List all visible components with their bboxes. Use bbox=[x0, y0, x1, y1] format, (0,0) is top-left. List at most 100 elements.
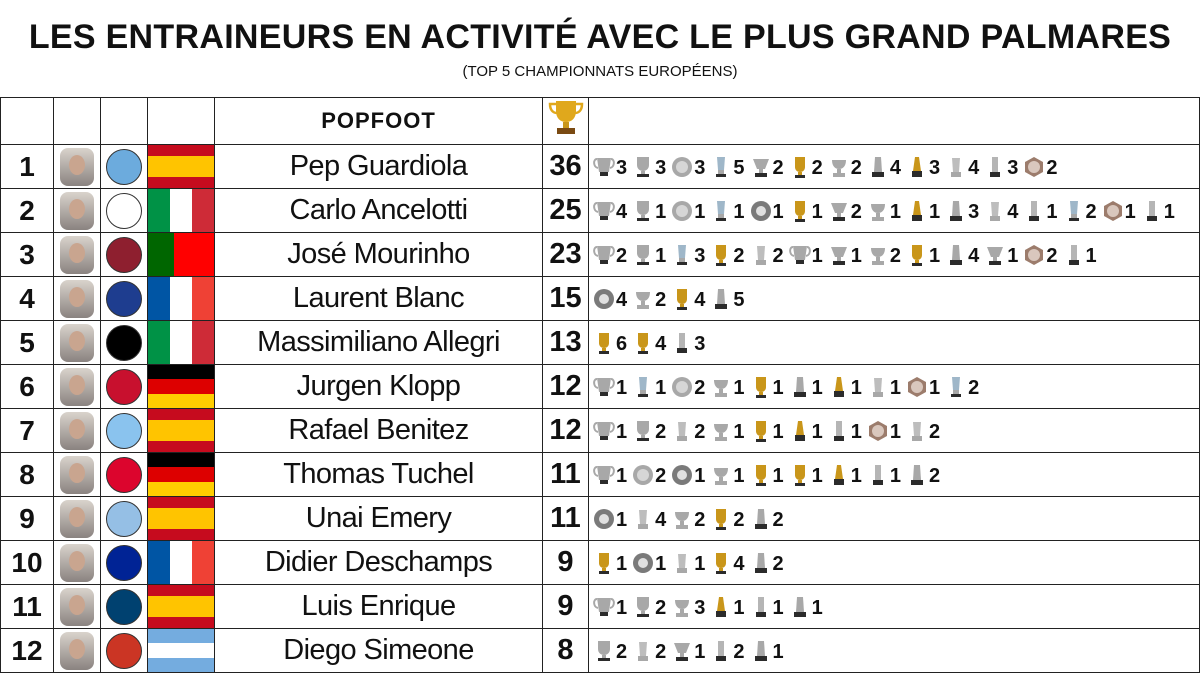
coach-avatar bbox=[60, 411, 94, 450]
trophy-sup-icon bbox=[863, 156, 890, 179]
trophy-silver-icon bbox=[706, 423, 733, 443]
country-flag bbox=[147, 584, 215, 629]
trophy-count: 1 bbox=[655, 552, 667, 575]
trophy-count: 1 bbox=[811, 244, 823, 267]
trophy-count: 1 bbox=[889, 200, 901, 223]
trophy-count: 1 bbox=[733, 596, 745, 619]
trophy-count: 3 bbox=[616, 156, 628, 179]
trophy-sup-icon bbox=[746, 640, 773, 663]
trophy-count: 1 bbox=[811, 376, 823, 399]
coach-avatar bbox=[60, 631, 94, 670]
trophy-sup-icon bbox=[941, 244, 968, 267]
trophy-count: 4 bbox=[733, 552, 745, 575]
trophy-count: 2 bbox=[733, 508, 745, 531]
trophy-count: 5 bbox=[733, 156, 745, 179]
trophy-count: 1 bbox=[772, 464, 784, 487]
trophy-count: 1 bbox=[929, 200, 941, 223]
trophy-gold-icon bbox=[706, 508, 733, 531]
trophy-count: 2 bbox=[772, 244, 784, 267]
coach-photo bbox=[53, 188, 101, 233]
trophy-count: 2 bbox=[733, 244, 745, 267]
trophy-count: 4 bbox=[616, 200, 628, 223]
trophy-bowl-icon bbox=[1019, 156, 1046, 179]
trophy-cl-icon bbox=[785, 245, 812, 267]
trophy-sup3-icon bbox=[863, 464, 890, 487]
trophy-sup-icon bbox=[785, 596, 812, 619]
trophy-total: 15 bbox=[542, 276, 589, 321]
trophy-plate-icon bbox=[667, 156, 694, 179]
coach-avatar bbox=[60, 191, 94, 230]
club-crest bbox=[100, 232, 148, 277]
trophy-count: 1 bbox=[850, 376, 862, 399]
club-crest bbox=[100, 144, 148, 189]
trophy-header-icon bbox=[542, 97, 589, 145]
trophy-sup-icon bbox=[902, 464, 929, 487]
trophy-count: 1 bbox=[811, 464, 823, 487]
trophy-gold-icon bbox=[785, 464, 812, 487]
trophy-gold-icon bbox=[590, 552, 617, 575]
trophy-silver-icon bbox=[667, 511, 694, 531]
trophy-sup3-icon bbox=[980, 156, 1007, 179]
trophy-total: 9 bbox=[542, 584, 589, 629]
trophy-cl-icon bbox=[590, 157, 617, 179]
coach-avatar bbox=[60, 147, 94, 186]
rank-cell: 4 bbox=[0, 276, 54, 321]
trophy-pl-icon bbox=[1059, 200, 1086, 223]
rank-cell: 7 bbox=[0, 408, 54, 453]
coach-photo bbox=[53, 364, 101, 409]
palmares-cell: 1 1 1 4 2 bbox=[588, 540, 1200, 585]
trophy-total: 12 bbox=[542, 364, 589, 409]
trophy-count: 3 bbox=[694, 332, 706, 355]
trophy-bowl-icon bbox=[863, 420, 890, 443]
club-crest-icon bbox=[106, 588, 142, 625]
coach-photo bbox=[53, 232, 101, 277]
trophy-sup2-icon bbox=[746, 245, 773, 267]
club-crest bbox=[100, 452, 148, 497]
club-crest bbox=[100, 188, 148, 233]
trophy-count: 2 bbox=[694, 508, 706, 531]
coach-photo bbox=[53, 584, 101, 629]
popfoot-logo: POPFOOT bbox=[214, 97, 543, 145]
coach-photo bbox=[53, 452, 101, 497]
trophy-count: 4 bbox=[889, 156, 901, 179]
trophy-count: 1 bbox=[811, 596, 823, 619]
rank-cell: 8 bbox=[0, 452, 54, 497]
country-flag bbox=[147, 188, 215, 233]
club-crest bbox=[100, 584, 148, 629]
trophy-sup2-icon bbox=[628, 641, 655, 663]
trophy-gold-icon bbox=[628, 332, 655, 355]
trophy-sup2-icon bbox=[667, 553, 694, 575]
coach-avatar bbox=[60, 235, 94, 274]
trophy-count: 1 bbox=[1163, 200, 1175, 223]
trophy-cl-icon bbox=[590, 465, 617, 487]
header-club-cell bbox=[100, 97, 148, 145]
trophy-pl-icon bbox=[941, 376, 968, 399]
trophy-gold-icon bbox=[785, 156, 812, 179]
trophy-count: 1 bbox=[1085, 244, 1097, 267]
club-crest bbox=[100, 364, 148, 409]
trophy-gold-icon bbox=[746, 464, 773, 487]
trophy-count: 1 bbox=[1124, 200, 1136, 223]
trophy-total: 23 bbox=[542, 232, 589, 277]
trophy-count: 1 bbox=[929, 376, 941, 399]
trophy-plate-icon bbox=[667, 376, 694, 399]
coach-photo bbox=[53, 276, 101, 321]
trophy-shield-icon bbox=[746, 200, 773, 223]
trophy-count: 2 bbox=[772, 552, 784, 575]
trophy-cl-icon bbox=[590, 201, 617, 223]
trophy-count: 1 bbox=[733, 464, 745, 487]
trophy-count: 1 bbox=[772, 596, 784, 619]
palmares-cell: 4 2 4 5 bbox=[588, 276, 1200, 321]
trophy-club-icon bbox=[706, 596, 733, 619]
coach-name: Rafael Benitez bbox=[214, 408, 543, 453]
country-flag bbox=[147, 144, 215, 189]
trophy-pl-icon bbox=[706, 156, 733, 179]
trophy-sup2-icon bbox=[863, 377, 890, 399]
coach-avatar bbox=[60, 499, 94, 538]
trophy-count: 1 bbox=[616, 552, 628, 575]
palmares-cell: 1 1 2 1 1 1 1 1 1 2 bbox=[588, 364, 1200, 409]
club-crest bbox=[100, 408, 148, 453]
trophy-count: 1 bbox=[616, 420, 628, 443]
